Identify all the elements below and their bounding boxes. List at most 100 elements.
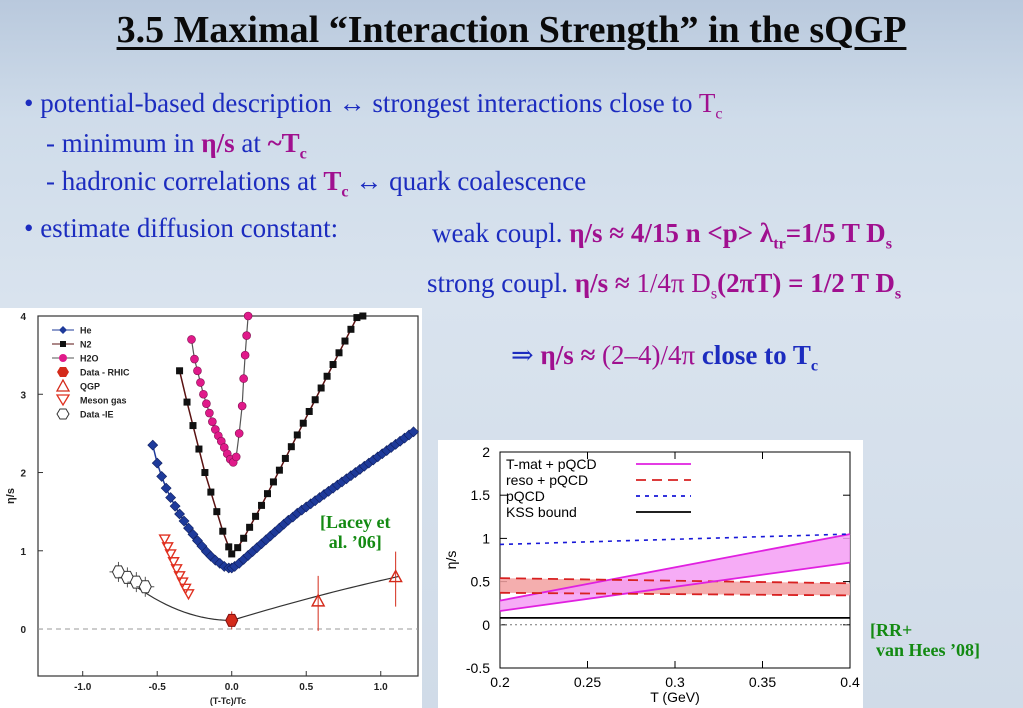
- legend-item: T-mat + pQCD: [506, 456, 691, 472]
- n2-point: [213, 508, 221, 516]
- legend-label: KSS bound: [506, 504, 577, 520]
- ie-point: [138, 580, 152, 594]
- he-point: [151, 457, 163, 469]
- he-point: [174, 508, 185, 520]
- meson-legend-marker: [55, 394, 71, 407]
- qgp-point: [388, 569, 403, 583]
- n2-point: [281, 454, 289, 462]
- n2-point: [347, 325, 355, 333]
- legend-label: Data -IE: [80, 410, 114, 420]
- legend-label: T-mat + pQCD: [506, 456, 597, 472]
- legend-label: Data - RHIC: [80, 368, 130, 378]
- legend-label: He: [80, 326, 92, 336]
- n2-point: [287, 443, 295, 451]
- h2o-point: [193, 366, 202, 376]
- y-tick-label: 1: [482, 530, 490, 546]
- citation-rr-line2: van Hees ’08]: [876, 640, 980, 660]
- h2o-legend-marker: [59, 354, 67, 362]
- he-point: [178, 515, 190, 527]
- h2o-point: [208, 417, 217, 426]
- n2-point: [189, 422, 197, 430]
- formula-strong-coupling: strong coupl. η/s ≈ 1/4π Ds(2πT) = 1/2 T…: [427, 268, 902, 303]
- legend-label: N2: [80, 340, 92, 350]
- n2-point: [246, 523, 254, 531]
- ie-point: [120, 570, 134, 584]
- reso-line: [499, 577, 851, 585]
- x-tick-label: 0.25: [574, 674, 601, 690]
- n2-point: [225, 543, 233, 551]
- y-tick-label: 2: [482, 444, 490, 460]
- x-tick-label: 0.3: [665, 674, 685, 690]
- x-tick-label: -0.5: [149, 682, 167, 693]
- legend-label: QGP: [80, 382, 100, 392]
- legend-label: H2O: [80, 354, 99, 364]
- y-tick-label: 3: [20, 390, 26, 401]
- n2-point: [293, 431, 301, 439]
- slide-title: 3.5 Maximal “Interaction Strength” in th…: [116, 9, 907, 51]
- citation-rr: [RR+ van Hees ’08]: [870, 620, 980, 660]
- legend-label: pQCD: [506, 488, 545, 504]
- tmat-line: [499, 561, 851, 612]
- legend-item: Data - RHIC: [57, 367, 130, 378]
- n2-point: [228, 550, 236, 558]
- y-axis-label: η/s: [443, 551, 459, 570]
- chart-background: [0, 308, 422, 708]
- he-point: [187, 528, 199, 540]
- citation-lacey-line1: [Lacey et: [320, 512, 391, 532]
- legend-label: Meson gas: [80, 396, 127, 406]
- n2-point: [323, 372, 331, 380]
- legend-item: Meson gas: [55, 394, 127, 407]
- y-tick-label: 2: [20, 469, 26, 480]
- citation-lacey-line2: al. ’06]: [328, 532, 382, 552]
- ie-point: [129, 575, 143, 589]
- meson-gas-point: [173, 571, 186, 583]
- n2-point: [183, 398, 191, 406]
- legend-item: He: [52, 326, 92, 336]
- meson-gas-point: [161, 542, 174, 554]
- y-tick-label: 4: [20, 312, 26, 323]
- eta-s-fluids-chart: 0 1 2 3 4 -1.0 -0.5 0.0 0.5 1.0 (T-Tc)/Tc η/s He N2 H2…: [0, 308, 422, 708]
- n2-point: [311, 396, 319, 404]
- y-tick-label: 0.5: [471, 574, 491, 590]
- h2o-point: [243, 311, 253, 321]
- legend-label: reso + pQCD: [506, 472, 588, 488]
- ie-legend-marker: [56, 408, 70, 420]
- h2o-point: [234, 429, 244, 438]
- h2o-point: [231, 452, 241, 462]
- formula-weak-coupling: weak coupl. η/s ≈ 4/15 n <p> λtr=1/5 T D…: [432, 218, 892, 253]
- he-point: [169, 500, 181, 512]
- x-axis-label: (T-Tc)/Tc: [210, 696, 246, 706]
- tmat-band: [500, 534, 850, 611]
- meson-gas-point: [170, 564, 183, 576]
- legend-item: pQCD: [506, 488, 691, 504]
- n2-point: [240, 534, 248, 542]
- n2-point: [305, 407, 313, 415]
- meson-gas-point: [167, 557, 180, 569]
- bullet-potential: • potential-based description ↔ stronges…: [24, 88, 723, 123]
- h2o-point: [239, 374, 248, 383]
- x-tick-label: 0.5: [299, 682, 313, 693]
- n2-point: [269, 478, 277, 486]
- he-point: [165, 492, 177, 503]
- h2o-point: [237, 401, 247, 411]
- h2o-point: [199, 389, 208, 399]
- x-tick-label: 0.2: [490, 674, 510, 690]
- legend-item: QGP: [55, 378, 100, 392]
- y-axis-label: η/s: [5, 488, 17, 504]
- n2-point: [299, 419, 307, 427]
- n2-point: [359, 312, 367, 320]
- n2-point: [195, 445, 203, 453]
- he-point: [408, 426, 419, 438]
- y-tick-label: -0.5: [466, 660, 490, 676]
- h2o-point: [196, 378, 205, 387]
- n2-point: [176, 367, 184, 375]
- x-tick-label: 0.4: [840, 674, 860, 690]
- sub-bullet-minimum: - minimum in η/s at ~Tc: [46, 128, 307, 163]
- he-point: [160, 482, 172, 494]
- n2-point: [317, 384, 325, 392]
- citation-rr-line1: [RR+: [870, 620, 913, 640]
- n2-point: [329, 361, 337, 369]
- n2-point: [335, 349, 343, 357]
- meson-gas-point: [176, 577, 189, 589]
- y-tick-label: 0: [20, 625, 26, 636]
